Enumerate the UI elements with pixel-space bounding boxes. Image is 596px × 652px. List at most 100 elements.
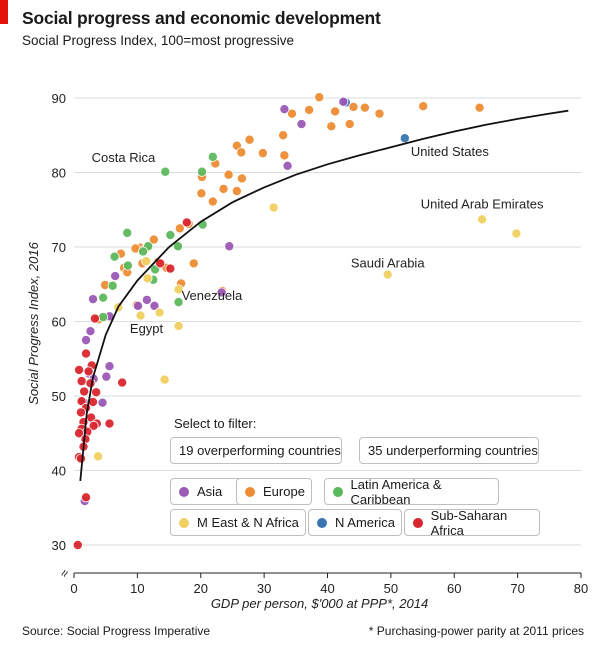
data-point <box>172 241 183 252</box>
data-point <box>135 310 146 321</box>
data-point <box>133 300 144 311</box>
data-point <box>314 92 325 103</box>
data-point <box>382 269 393 280</box>
x-tick-label: 70 <box>510 581 524 596</box>
axis-break-symbol: ≈ <box>56 566 73 580</box>
region-filter-sub-saharan-africa-label: Sub-Saharan Africa <box>430 507 508 538</box>
country-annotation: Saudi Arabia <box>351 256 425 271</box>
data-point <box>278 130 289 141</box>
data-point <box>296 119 307 130</box>
data-point <box>149 300 160 311</box>
x-axis-title: GDP per person, $'000 at PPP*, 2014 <box>211 596 428 611</box>
region-filter-sub-saharan-africa[interactable]: Sub-Saharan Africa <box>404 507 540 538</box>
data-point <box>474 102 485 113</box>
data-point <box>160 166 171 177</box>
data-point <box>81 348 92 359</box>
data-point <box>109 251 120 262</box>
data-point <box>75 407 86 418</box>
data-point <box>173 284 184 295</box>
region-filter-latin-america[interactable]: Latin America & Caribbean <box>324 477 499 507</box>
y-tick-label: 50 <box>52 389 66 404</box>
accent-bar <box>0 0 8 24</box>
data-point <box>88 294 99 305</box>
country-annotation: Costa Rica <box>92 150 156 165</box>
chart-title: Social progress and economic development <box>22 8 381 28</box>
data-point <box>85 378 96 389</box>
data-point <box>98 312 109 323</box>
data-point <box>268 202 279 213</box>
data-point <box>304 104 315 115</box>
region-filter-europe[interactable]: Europe <box>236 478 312 505</box>
north-america-swatch <box>317 517 327 528</box>
data-point <box>165 263 176 274</box>
data-point <box>348 101 359 112</box>
data-point <box>141 256 152 267</box>
data-point <box>477 214 488 225</box>
x-tick-label: 20 <box>194 581 208 596</box>
asia-swatch <box>179 486 189 497</box>
y-tick-label: 30 <box>52 538 66 553</box>
y-tick-label: 70 <box>52 240 66 255</box>
data-point <box>104 361 115 372</box>
data-point <box>74 364 85 375</box>
data-point <box>117 377 128 388</box>
data-point <box>165 230 176 241</box>
filter-label: Select to filter: <box>174 416 257 431</box>
data-point <box>72 540 83 551</box>
overperforming-filter-button[interactable]: 19 overperforming countries <box>170 437 342 464</box>
source-note: Source: Social Progress Imperative <box>22 624 211 638</box>
data-point <box>76 376 87 387</box>
x-tick-label: 0 <box>70 581 77 596</box>
data-point <box>93 451 104 462</box>
data-point <box>155 258 166 269</box>
data-point <box>418 101 429 112</box>
data-point <box>359 102 370 113</box>
data-point <box>374 108 385 119</box>
data-point <box>279 104 290 115</box>
data-point <box>181 217 192 228</box>
data-point <box>101 371 112 382</box>
data-point <box>141 294 152 305</box>
data-point <box>282 160 293 171</box>
country-annotation: Egypt <box>130 321 164 336</box>
x-tick-label: 50 <box>384 581 398 596</box>
data-point <box>142 273 153 284</box>
data-point <box>97 397 108 408</box>
data-point <box>197 166 208 177</box>
latin-america-swatch <box>333 486 343 497</box>
region-filter-north-america[interactable]: N America <box>308 509 402 536</box>
data-point <box>287 108 298 119</box>
country-annotation: United States <box>411 144 490 159</box>
y-tick-label: 40 <box>52 464 66 479</box>
underperforming-filter-button[interactable]: 35 underperforming countries <box>359 437 539 464</box>
data-point <box>216 287 227 298</box>
data-point <box>74 428 85 439</box>
data-point <box>231 186 242 197</box>
data-point <box>279 150 290 161</box>
data-point <box>236 173 247 184</box>
data-point <box>326 121 337 132</box>
data-point <box>511 228 522 239</box>
x-tick-label: 10 <box>130 581 144 596</box>
region-filter-middle-east[interactable]: M East & N Africa <box>170 509 306 536</box>
data-point <box>122 260 133 271</box>
data-point <box>344 119 355 130</box>
data-point <box>218 183 229 194</box>
data-point <box>83 366 94 377</box>
data-point <box>107 280 118 291</box>
data-point <box>110 271 121 282</box>
region-filter-asia-label: Asia <box>197 484 223 499</box>
data-point <box>138 246 149 257</box>
data-point <box>236 147 247 158</box>
underperforming-filter-label: 35 underperforming countries <box>368 443 538 458</box>
data-point <box>148 234 159 245</box>
overperforming-filter-label: 19 overperforming countries <box>179 443 341 458</box>
data-point <box>159 374 170 385</box>
data-point <box>88 420 99 431</box>
data-point <box>79 386 90 397</box>
y-tick-label: 60 <box>52 315 66 330</box>
region-filter-middle-east-label: M East & N Africa <box>197 515 299 530</box>
data-point <box>174 223 185 234</box>
data-point <box>122 227 133 238</box>
